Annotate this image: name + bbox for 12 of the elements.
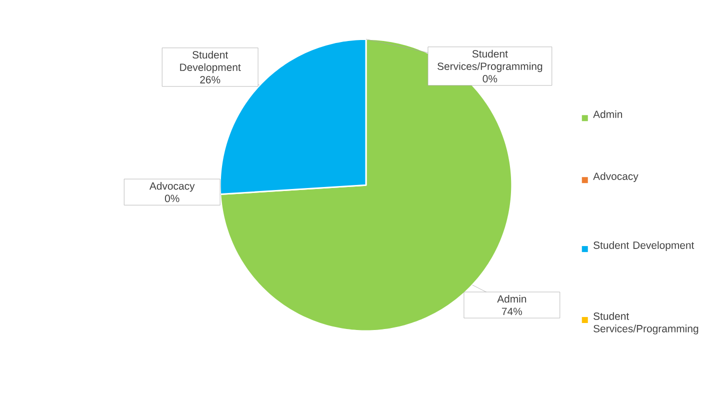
text: 0% (482, 74, 498, 82)
data-label: 74% (502, 308, 522, 315)
legend-label: Student Services/Programming (594, 312, 698, 334)
category-label: Advocacy (149, 182, 195, 192)
category-label: Student Services/Programming (438, 50, 542, 72)
legend-label: Student Development (594, 241, 694, 251)
slice-label: Admin (497, 294, 526, 303)
legend-label: Advocacy (593, 172, 638, 182)
text: 0% (164, 194, 180, 202)
legend-label: Admin (593, 110, 622, 118)
slice-label: Student Development (180, 50, 241, 73)
data-label: 26% (200, 76, 220, 84)
